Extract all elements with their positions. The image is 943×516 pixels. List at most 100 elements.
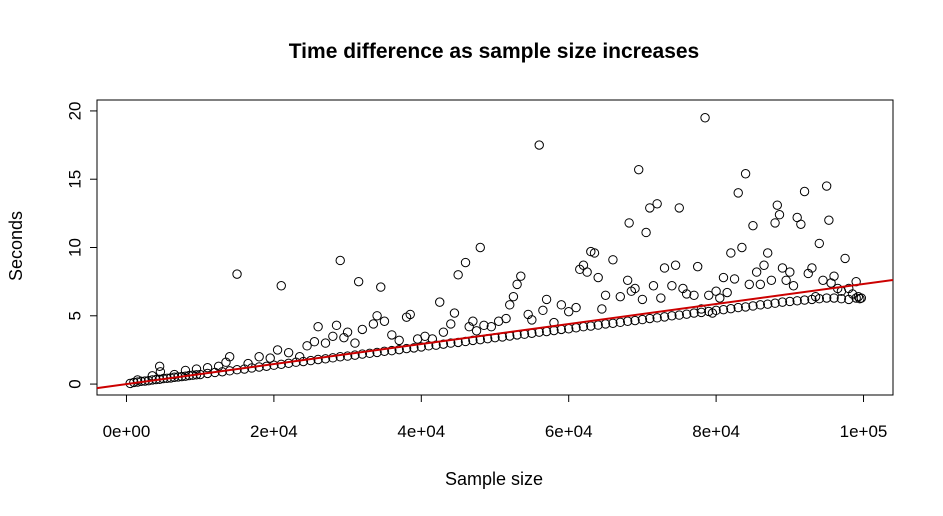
data-point [748, 301, 758, 311]
data-point [847, 289, 858, 299]
data-point [534, 140, 544, 150]
x-axis: 0e+00 2e+04 4e+04 6e+04 8e+04 1e+05 [103, 394, 888, 441]
data-point [796, 219, 806, 229]
data-point [748, 220, 758, 231]
data-point [770, 298, 780, 308]
data-point [350, 350, 360, 360]
data-point [309, 337, 320, 347]
data-point [781, 275, 791, 285]
data-point [821, 293, 832, 303]
data-point [589, 248, 600, 258]
chart-title: Time difference as sample size increases [289, 40, 700, 63]
data-point [486, 322, 497, 332]
data-point [453, 270, 463, 280]
data-point [755, 300, 766, 310]
data-point [387, 330, 397, 340]
data-point [772, 200, 782, 210]
data-point [792, 296, 802, 306]
data-point [446, 319, 456, 329]
data-point [394, 344, 404, 355]
data-point [634, 164, 644, 175]
data-point [689, 308, 699, 318]
data-point [328, 353, 338, 363]
data-point [471, 326, 482, 336]
data-point [357, 324, 368, 335]
x-tick-label: 1e+05 [840, 422, 888, 441]
data-points [125, 113, 867, 389]
data-point [527, 315, 537, 325]
data-point [320, 354, 331, 364]
data-point [715, 293, 725, 303]
data-point [707, 308, 718, 318]
data-point [365, 348, 375, 359]
data-point [733, 302, 743, 313]
data-point [737, 242, 747, 253]
data-point [328, 331, 338, 341]
regression-line [96, 278, 894, 390]
y-tick-label: 10 [66, 238, 85, 257]
data-point [213, 361, 224, 372]
data-point [615, 291, 625, 302]
data-point [372, 347, 382, 358]
data-point [637, 314, 648, 325]
data-point [829, 271, 839, 281]
data-point [810, 291, 821, 302]
data-point [667, 281, 677, 291]
data-point [468, 316, 478, 326]
data-point [132, 375, 143, 385]
data-point [202, 362, 213, 373]
data-point [353, 276, 364, 287]
data-point [814, 238, 824, 249]
data-point [180, 365, 191, 376]
data-point [829, 293, 839, 303]
data-point [438, 339, 449, 349]
data-point [571, 302, 581, 313]
data-point [744, 279, 754, 290]
data-point [740, 169, 751, 179]
data-point [622, 275, 633, 285]
data-point [449, 308, 460, 318]
data-point [689, 290, 699, 301]
data-point [538, 305, 548, 316]
data-point [652, 313, 662, 323]
y-tick-label: 0 [66, 379, 85, 388]
data-point [608, 255, 618, 265]
x-tick-label: 8e+04 [692, 422, 740, 441]
data-point [368, 319, 379, 329]
data-point [475, 242, 485, 253]
data-point [372, 311, 382, 321]
x-tick-label: 6e+04 [545, 422, 593, 441]
data-point [840, 253, 850, 264]
data-point [799, 295, 810, 305]
x-tick-label: 0e+00 [103, 422, 151, 441]
data-point [379, 316, 390, 326]
x-tick-label: 2e+04 [250, 422, 298, 441]
y-axis: 0 5 10 15 20 [66, 101, 98, 389]
data-point [777, 263, 788, 273]
data-point [615, 317, 625, 328]
data-point [681, 289, 692, 299]
data-point [696, 304, 707, 314]
data-point [335, 352, 345, 362]
data-point [409, 343, 419, 353]
data-point [387, 345, 397, 356]
data-point [659, 312, 670, 322]
data-point [505, 300, 515, 310]
data-point [597, 304, 607, 314]
data-point [624, 218, 634, 228]
y-tick-label: 20 [66, 101, 85, 120]
data-point [154, 361, 165, 372]
data-point [667, 311, 677, 321]
data-point [785, 296, 795, 307]
data-point [726, 248, 736, 258]
data-point [272, 345, 283, 355]
data-point [645, 203, 655, 213]
data-point [700, 113, 710, 123]
data-point [265, 353, 275, 363]
data-point [755, 279, 766, 290]
data-point [788, 281, 799, 291]
data-point [836, 294, 847, 304]
data-point [692, 261, 703, 272]
x-tick-label: 4e+04 [397, 422, 445, 441]
data-point [512, 279, 522, 290]
